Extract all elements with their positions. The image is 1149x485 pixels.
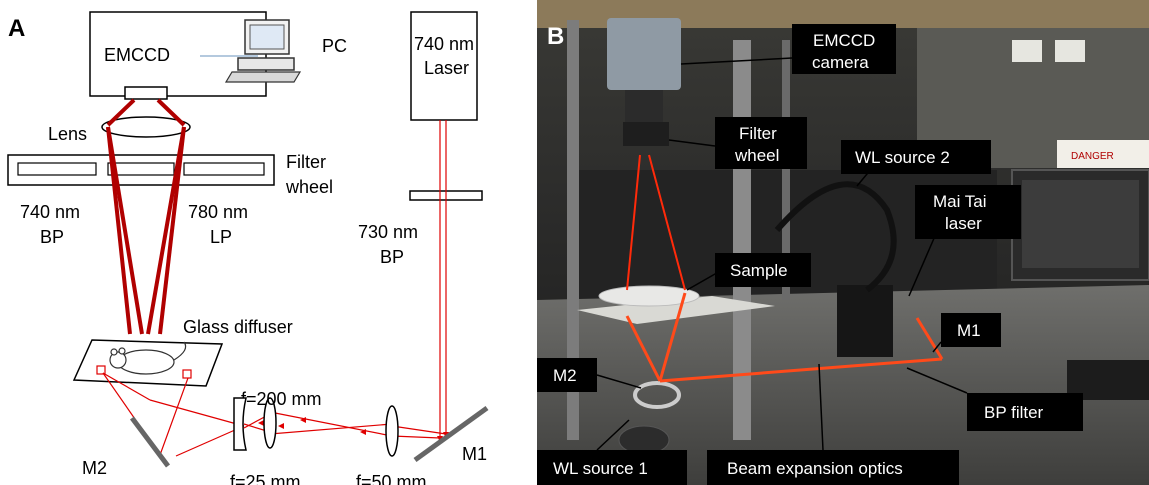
maitai-tag-line2: laser — [945, 214, 982, 233]
laser-box — [410, 11, 478, 121]
wl-source-2-tag: WL source 2 — [841, 140, 991, 187]
m1-label: M1 — [462, 444, 487, 464]
wl2-cable — [774, 181, 897, 293]
wall-outlet-1 — [1012, 40, 1042, 62]
wl2-tag: WL source 2 — [855, 148, 950, 167]
bp-filter-tag-text: BP filter — [984, 403, 1044, 422]
laser-label-line1: 740 nm — [414, 34, 474, 54]
lens-f50 — [385, 405, 399, 457]
sample-dish — [598, 285, 700, 307]
panel-b-letter: B — [547, 23, 564, 50]
f50-label: f=50 mm — [356, 472, 427, 485]
glass-diffuser-label: Glass diffuser — [183, 317, 293, 337]
photo-panel-b: DANGER B EMCCD camera Fi — [537, 0, 1149, 485]
m2-tag: M2 — [537, 358, 642, 392]
f25-label: f=25 mm — [230, 472, 301, 485]
wl1-tag-text: WL source 1 — [553, 459, 648, 478]
maitai-laser — [837, 285, 893, 357]
filter-tag-line2: wheel — [734, 146, 779, 165]
sample-tag: Sample — [686, 253, 811, 291]
pc-label: PC — [322, 36, 347, 56]
wall-outlet-2 — [1055, 40, 1085, 62]
filter-wheel-label-line2: wheel — [285, 177, 333, 197]
filter-wheel-tag: Filter wheel — [668, 117, 807, 169]
mouse-icon — [109, 341, 187, 375]
f200-label: f=200 mm — [241, 389, 322, 409]
lens-f200 — [263, 397, 277, 449]
m2-mount — [633, 381, 681, 409]
emccd-camera-tag: EMCCD camera — [680, 24, 896, 74]
m1-tag-text: M1 — [957, 321, 981, 340]
post-center — [733, 40, 751, 440]
lp780-label-line1: 780 nm — [188, 202, 248, 222]
emccd-label: EMCCD — [104, 45, 170, 65]
bp730-label-line1: 730 nm — [358, 222, 418, 242]
post-thin — [782, 40, 790, 300]
laser-beam-path — [625, 292, 944, 383]
beam-exp-tag-text: Beam expansion optics — [727, 459, 903, 478]
filter-slot-1 — [17, 162, 97, 176]
monitor-screen — [1022, 180, 1139, 268]
wl-source-1-tag: WL source 1 — [537, 419, 687, 485]
danger-sign — [1057, 140, 1149, 168]
emission-beam-path — [626, 154, 686, 291]
wl1-source — [618, 425, 670, 455]
filter-wheel-device — [623, 122, 669, 146]
m2-tag-text: M2 — [553, 366, 577, 385]
emccd-tag-line1: EMCCD — [813, 31, 875, 50]
lp780-label-line2: LP — [210, 227, 232, 247]
emccd-camera-body — [607, 18, 681, 90]
maitai-tag: Mai Tai laser — [908, 185, 1021, 297]
filter-slot-3 — [183, 162, 265, 176]
lens-label: Lens — [48, 124, 87, 144]
filter-wheel-label-line1: Filter — [286, 152, 326, 172]
filter-tag-line1: Filter — [739, 124, 777, 143]
maitai-tag-line1: Mai Tai — [933, 192, 987, 211]
bp740-label-line2: BP — [40, 227, 64, 247]
sample-tag-text: Sample — [730, 261, 788, 280]
diffuser-mark-right — [182, 369, 192, 379]
lens-top — [101, 116, 191, 138]
mirror-m2 — [130, 416, 170, 468]
detection-beam — [106, 98, 186, 335]
emccd-sensor — [124, 86, 168, 100]
bp-filter-tag: BP filter — [906, 367, 1083, 431]
m1-tag: M1 — [932, 313, 1001, 353]
bp740-label-line1: 740 nm — [20, 202, 80, 222]
mirror-m1 — [413, 405, 489, 463]
diffuser-mark-left — [96, 365, 106, 375]
lens-f25 — [233, 397, 247, 451]
emccd-tag-line2: camera — [812, 53, 869, 72]
post-left — [567, 20, 579, 440]
filter-slot-2 — [107, 162, 175, 176]
bp730-label-line2: BP — [380, 247, 404, 267]
pc-icon — [224, 19, 302, 83]
beam-arrowheads — [258, 417, 449, 442]
m2-label: M2 — [82, 458, 107, 478]
laser-label-line2: Laser — [424, 58, 469, 78]
schematic-panel-a: A EMCCD PC 740 nm Laser Lens Filter whee… — [7, 11, 489, 485]
panel-a-letter: A — [8, 15, 25, 42]
danger-text: DANGER — [1071, 151, 1114, 162]
beam-expansion-tag: Beam expansion optics — [707, 363, 959, 485]
